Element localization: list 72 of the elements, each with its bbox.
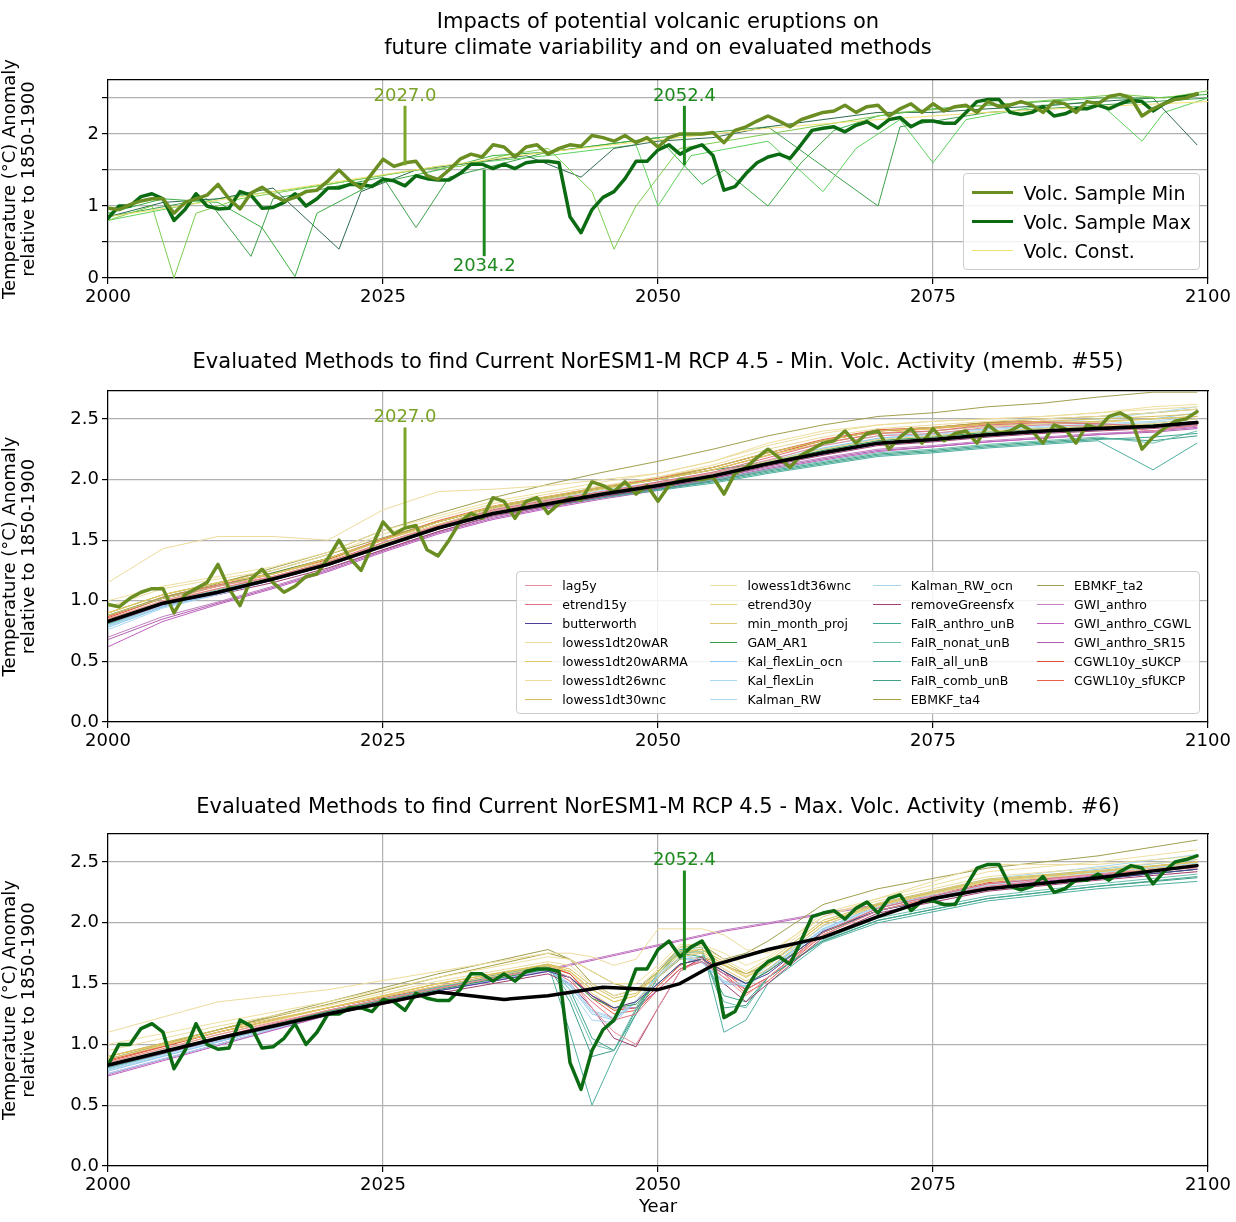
y-tick-label: 0 [87,265,99,287]
ref-line-label: 2052.4 [652,83,716,105]
legend-label: GWI_anthro_CGWL [1074,616,1191,631]
legend-label: Kal_flexLin [747,673,814,688]
legend-label: GWI_anthro_SR15 [1074,635,1186,650]
chart-title: Evaluated Methods to find Current NorESM1-M RCP 4.5 - Min. Volc. Activity (memb. #55) [191,348,1125,374]
legend-label: lowess1dt26wnc [562,673,667,688]
x-tick-label: 2000 [85,285,131,307]
x-tick-label: 2000 [85,1173,131,1195]
x-tick-label: 2025 [360,285,406,307]
x-tick-label: 2100 [1185,1173,1231,1195]
legend-label: etrend15y [562,597,627,612]
y-tick-label: 2.5 [70,849,99,871]
x-tick-label: 2050 [635,1173,681,1195]
legend-label: lag5y [562,578,597,593]
y-tick-label: 2.0 [70,910,99,932]
legend-label: CGWL10y_sUKCP [1074,654,1181,669]
legend-label: removeGreensfx [910,597,1015,612]
y-axis-title: Temperature (°C) Anomaly relative to 1850-1900 [0,879,39,1122]
legend-label: Volc. Sample Min [1023,181,1186,204]
y-tick-label: 0.0 [70,709,99,731]
legend-label: lowess1dt20wAR [562,635,669,650]
legend-label: lowess1dt20wARMA [562,654,688,669]
legend-label: butterworth [562,616,637,631]
legend-label: etrend30y [747,597,812,612]
legend-label: lowess1dt36wnc [747,578,852,593]
legend-label: EBMKF_ta4 [910,692,981,707]
y-tick-label: 2.0 [70,467,99,489]
x-tick-label: 2025 [360,729,406,751]
legend-label: Kalman_RW_ocn [910,578,1014,593]
y-tick-label: 1.0 [70,1032,99,1054]
y-tick-label: 0.5 [70,649,99,671]
x-tick-label: 2075 [910,729,956,751]
legend-label: FaIR_all_unB [910,654,989,669]
x-tick-label: 2050 [635,285,681,307]
y-tick-label: 1.5 [70,971,99,993]
x-tick-label: 2100 [1185,729,1231,751]
y-tick-label: 1.0 [70,588,99,610]
legend-label: min_month_proj [747,616,848,631]
y-axis-title: Temperature (°C) Anomaly relative to 1850-1900 [0,58,39,301]
legend-label: GWI_anthro [1074,597,1148,612]
x-tick-label: 2100 [1185,285,1231,307]
legend-label: Volc. Const. [1023,239,1135,262]
y-tick-label: 2.5 [70,406,99,428]
x-tick-label: 2075 [910,1173,956,1195]
y-tick-label: 1 [87,193,99,215]
y-tick-label: 1.5 [70,527,99,549]
chart-title: Impacts of potential volcanic eruptions on future climate variability and on evaluated methods [383,8,933,60]
ref-line-label: 2027.0 [373,405,437,427]
ref-line-label: 2027.0 [373,83,437,105]
x-tick-label: 2075 [910,285,956,307]
x-axis-title: Year [637,1194,678,1216]
ref-line-label: 2034.2 [452,253,516,275]
chart-title: Evaluated Methods to find Current NorESM1-M RCP 4.5 - Max. Volc. Activity (memb. #6) [195,793,1121,819]
legend-label: Kal_flexLin_ocn [747,654,843,669]
legend-label: GAM_AR1 [747,635,808,650]
y-tick-label: 0.0 [70,1153,99,1175]
legend-label: Volc. Sample Max [1023,210,1191,233]
legend-label: CGWL10y_sfUKCP [1074,673,1186,688]
legend-label: FaIR_anthro_unB [910,616,1015,631]
legend-label: EBMKF_ta2 [1074,578,1144,593]
legend-label: lowess1dt30wnc [562,692,667,707]
y-tick-label: 2 [87,121,99,143]
legend-label: FaIR_nonat_unB [910,635,1010,650]
x-tick-label: 2050 [635,729,681,751]
y-axis-title: Temperature (°C) Anomaly relative to 1850-1900 [0,436,39,678]
legend-label: FaIR_comb_unB [910,673,1009,688]
legend-label: Kalman_RW [747,692,822,707]
ref-line-label: 2052.4 [652,848,716,870]
y-tick-label: 0.5 [70,1092,99,1114]
x-tick-label: 2025 [360,1173,406,1195]
x-tick-label: 2000 [85,729,131,751]
